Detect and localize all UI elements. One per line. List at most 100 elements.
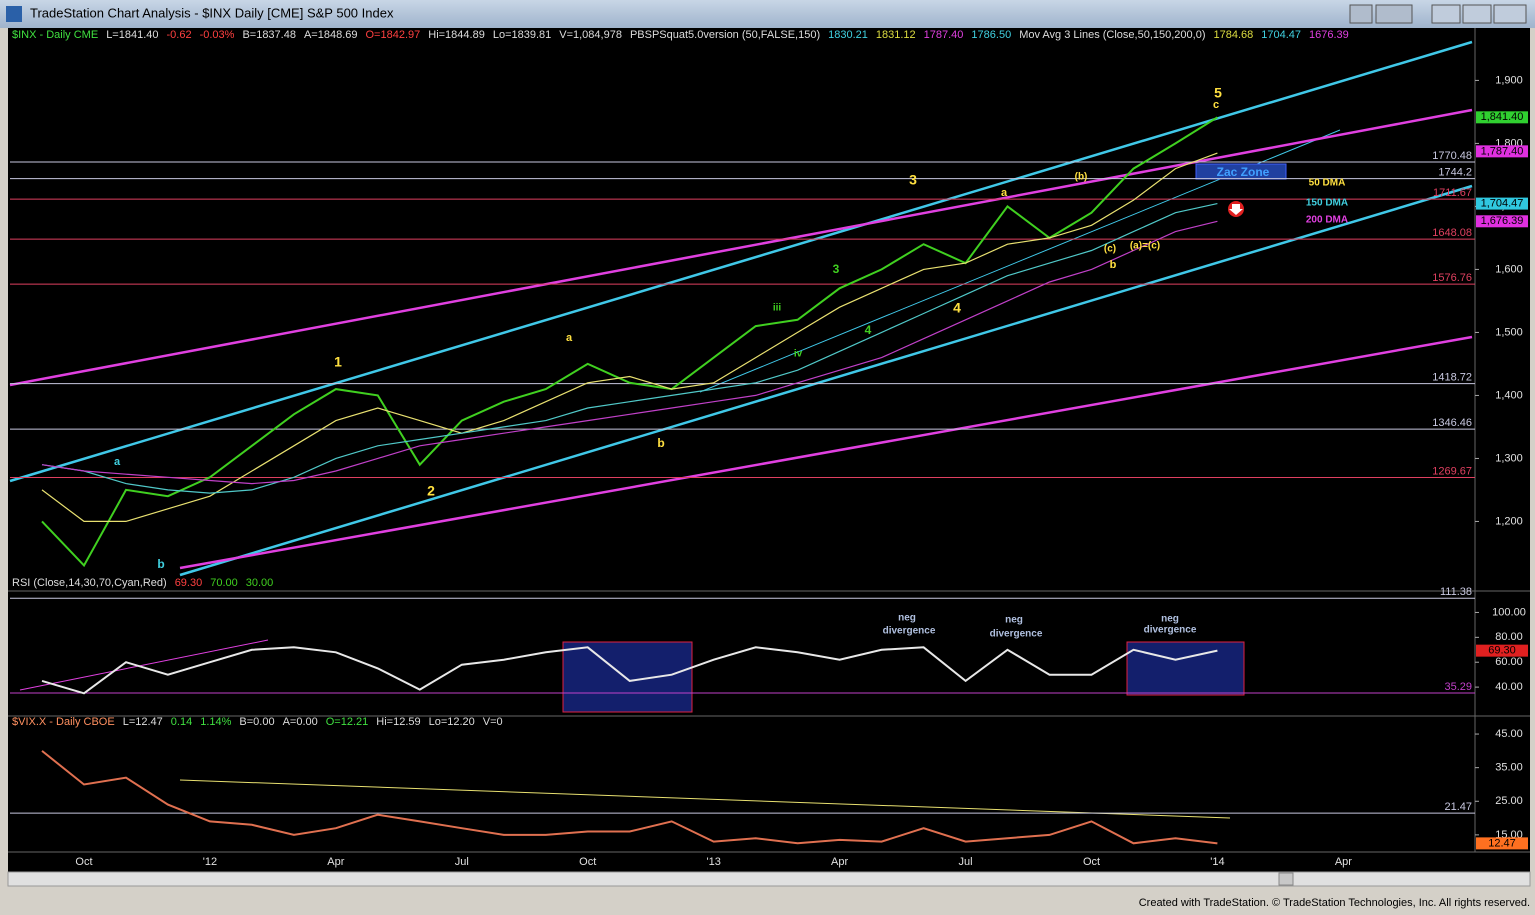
y-tick-label: 1,600 <box>1495 263 1523 275</box>
x-tick-label: Oct <box>1083 856 1100 868</box>
price-tag <box>1476 145 1528 158</box>
wave-label: a <box>1001 187 1008 199</box>
wave-label: 1 <box>334 354 342 370</box>
x-tick-label: '14 <box>1210 856 1224 868</box>
level-label: 1744.2 <box>1438 166 1472 178</box>
header-field: L=1841.40 <box>106 29 158 41</box>
wave-label: divergence <box>990 629 1043 640</box>
header-field: V=1,084,978 <box>559 29 622 41</box>
x-tick-label: Apr <box>327 856 344 868</box>
series-line <box>41 220 1218 485</box>
price-tag <box>1476 215 1528 228</box>
header-field: 30.00 <box>246 577 274 589</box>
y-tick-label: 1,300 <box>1495 452 1523 464</box>
price-tag-label: 12.47 <box>1488 837 1516 849</box>
minimize-button[interactable] <box>1431 4 1461 24</box>
wave-label: 4 <box>865 323 872 337</box>
y-tick-label: 45.00 <box>1495 728 1523 740</box>
scroll-thumb[interactable] <box>1278 872 1294 886</box>
level-label: 35.29 <box>1444 681 1472 693</box>
price-tag <box>1476 111 1528 124</box>
y-tick-label: 35.00 <box>1495 762 1523 774</box>
scrollbar[interactable] <box>7 871 1531 887</box>
wave-label: 4 <box>953 300 961 316</box>
y-tick-label: 1,900 <box>1495 74 1523 86</box>
level-label: 1269.67 <box>1432 465 1472 477</box>
wave-label: iii <box>773 303 782 314</box>
x-tick-label: Jul <box>959 856 973 868</box>
header-field: A=0.00 <box>283 716 318 728</box>
header-field: 1831.12 <box>876 29 916 41</box>
header-field: 0.14 <box>171 716 192 728</box>
header-field: Lo=1839.81 <box>493 29 551 41</box>
price-tag-label: 1,676.39 <box>1481 215 1524 227</box>
header-field: $INX - Daily CME <box>12 29 98 41</box>
x-tick-label: Apr <box>831 856 848 868</box>
wave-label: (c) <box>1104 244 1116 255</box>
layout-button[interactable] <box>1375 4 1413 24</box>
header-field: 1704.47 <box>1261 29 1301 41</box>
series-line <box>41 750 1218 845</box>
header-field: Lo=12.20 <box>429 716 475 728</box>
app-icon <box>6 6 22 22</box>
wave-label: a <box>114 456 121 468</box>
price-tag-label: 69.30 <box>1488 645 1516 657</box>
x-tick-label: '13 <box>707 856 721 868</box>
channel-line <box>179 335 1473 570</box>
y-tick-label: 80.00 <box>1495 631 1523 643</box>
header-field: O=1842.97 <box>366 29 421 41</box>
y-tick-label: 1,400 <box>1495 389 1523 401</box>
channel-line <box>9 108 1473 387</box>
header-field: 69.30 <box>175 577 203 589</box>
header-field: 1676.39 <box>1309 29 1349 41</box>
wave-label: c <box>1213 99 1219 111</box>
level-label: 1711.67 <box>1433 187 1472 199</box>
y-tick-label: 1,500 <box>1495 326 1523 338</box>
price-tag <box>1476 197 1528 210</box>
price-tag <box>1476 644 1528 657</box>
header-field: V=0 <box>483 716 503 728</box>
series-line <box>41 152 1218 522</box>
x-tick-label: Oct <box>579 856 596 868</box>
wave-label: Zac Zone <box>1217 165 1270 179</box>
maximize-button[interactable] <box>1462 4 1492 24</box>
wave-label: b <box>157 557 164 571</box>
header-field: 1786.50 <box>971 29 1011 41</box>
header-field: B=0.00 <box>239 716 274 728</box>
level-label: 111.38 <box>1440 586 1472 598</box>
header-field: Hi=1844.89 <box>428 29 485 41</box>
header-field: Hi=12.59 <box>376 716 420 728</box>
wave-label: 50 DMA <box>1309 178 1346 189</box>
wave-label: neg <box>1161 614 1179 625</box>
y-tick-label: 60.00 <box>1495 656 1523 668</box>
y-tick-label: 1,200 <box>1495 515 1523 527</box>
footer: Created with TradeStation. © TradeStatio… <box>1139 897 1530 909</box>
header-field: 1.14% <box>200 716 231 728</box>
wave-label: divergence <box>883 626 936 637</box>
header-field: 1787.40 <box>924 29 964 41</box>
chart-area <box>8 28 1530 872</box>
header-field: 1784.68 <box>1214 29 1254 41</box>
level-label: 21.47 <box>1444 801 1472 813</box>
header-field: $VIX.X - Daily CBOE <box>12 716 115 728</box>
header-field: O=12.21 <box>326 716 369 728</box>
header-field: L=12.47 <box>123 716 163 728</box>
rsi-trendline <box>19 639 269 691</box>
header-field: PBSPSquat5.0version (50,FALSE,150) <box>630 29 820 41</box>
wave-label: b <box>657 436 664 450</box>
x-tick-label: '12 <box>203 856 217 868</box>
x-tick-label: Apr <box>1335 856 1352 868</box>
level-label: 1346.46 <box>1432 417 1472 429</box>
close-button[interactable] <box>1493 4 1527 24</box>
down-arrow-glyph <box>1229 204 1243 215</box>
wave-label: b <box>1110 259 1117 271</box>
header-field: -0.03% <box>200 29 235 41</box>
wave-label: 3 <box>833 262 840 276</box>
header-field: 70.00 <box>210 577 238 589</box>
wave-label: (b) <box>1075 172 1088 183</box>
header-field: RSI (Close,14,30,70,Cyan,Red) <box>12 577 167 589</box>
channel-line <box>9 40 1473 483</box>
s-button[interactable] <box>1349 4 1373 24</box>
header-field: A=1848.69 <box>304 29 358 41</box>
